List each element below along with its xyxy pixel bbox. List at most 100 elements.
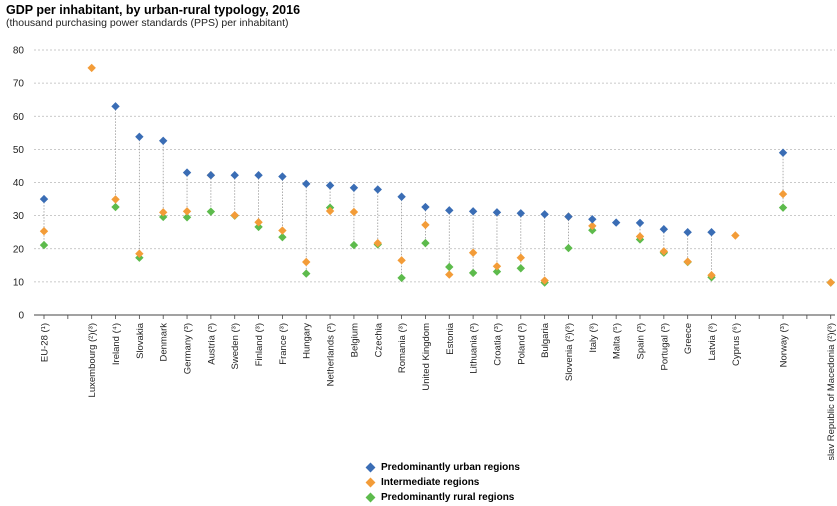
x-tick-label: France (³) [278,323,289,365]
y-tick-label: 0 [18,311,24,322]
urban-point [230,171,239,180]
rural-point [468,268,478,278]
legend-item-intermediate: Intermediate regions [365,475,520,490]
intermediate-point [182,207,192,216]
intermediate-point [683,257,692,266]
intermediate-point [588,221,597,231]
urban-point [254,171,263,180]
x-tick-label: Sweden (³) [230,323,241,369]
x-tick-label: Malta (⁵) [612,323,623,359]
urban-point [659,225,669,234]
x-tick-label: Norway (³) [779,323,790,367]
x-tick-label: Ireland (⁴) [111,323,122,365]
urban-point [540,210,549,219]
urban-point [135,132,144,141]
intermediate-point [516,253,525,262]
intermediate-point [159,208,168,217]
x-tick-label: Portugal (³) [659,323,670,371]
intermediate-point [39,226,49,236]
x-tick-label: Netherlands (³) [326,323,337,386]
x-tick-label: Former Yugoslav Republic of Macedonia (²… [826,323,837,460]
x-tick-label: Italy (³) [588,323,599,353]
rural-point [778,203,788,212]
intermediate-point [373,238,382,248]
urban-point [373,185,382,194]
urban-point [349,183,359,192]
rural-point [588,226,597,235]
intermediate-point [707,271,716,280]
intermediate-point [254,218,263,227]
x-tick-label: Lithuania (³) [469,323,480,374]
intermediate-point [635,232,645,241]
rural-point [492,267,502,276]
urban-point [206,171,216,180]
intermediate-marker-icon [365,477,376,488]
rural-point [397,273,406,283]
urban-point [302,179,311,189]
y-tick-label: 40 [13,178,25,189]
intermediate-point [731,231,740,240]
intermediate-point [278,226,287,235]
intermediate-point [421,220,430,230]
intermediate-point [349,207,359,217]
urban-point [611,218,621,227]
rural-point [445,262,454,272]
intermediate-point [111,195,120,204]
x-tick-label: Czechia [373,322,384,357]
legend-label-rural: Predominantly rural regions [381,492,515,503]
intermediate-point [135,249,144,258]
x-tick-label: Germany (³) [183,323,194,374]
urban-point [516,209,525,218]
intermediate-point [492,262,502,271]
x-tick-label: Austria (³) [206,323,217,365]
rural-point [206,207,216,216]
urban-point [278,172,287,181]
x-tick-label: Bulgaria [540,322,551,358]
urban-marker-icon [365,462,376,473]
x-tick-label: Estonia [445,322,456,354]
intermediate-point [778,189,788,199]
rural-marker-icon [365,492,376,503]
y-tick-label: 30 [13,211,25,222]
urban-point [159,136,168,145]
intermediate-point [659,247,669,256]
rural-point [111,202,120,212]
legend-label-intermediate: Intermediate regions [381,477,480,488]
x-tick-label: Belgium [349,323,360,357]
y-tick-label: 70 [13,79,25,90]
rural-point [39,240,49,250]
rural-point [254,222,263,232]
x-tick-label: Slovakia [135,322,146,359]
rural-point [516,264,525,273]
urban-point [492,208,502,217]
urban-point [468,207,478,216]
y-tick-label: 50 [13,145,25,156]
x-tick-label: Slovenia (²)(³) [564,323,575,381]
intermediate-point [445,270,454,279]
urban-point [397,192,406,201]
legend-label-urban: Predominantly urban regions [381,462,520,473]
chart-subtitle: (thousand purchasing power standards (PP… [6,17,289,29]
x-tick-label: Latvia (³) [707,323,718,360]
intermediate-point [325,206,335,216]
legend-item-urban: Predominantly urban regions [365,460,520,475]
rural-point [182,213,192,222]
intermediate-point [397,256,406,265]
y-tick-label: 80 [13,46,25,57]
intermediate-point [826,278,835,287]
urban-point [421,202,430,212]
rural-point [349,240,359,250]
x-tick-label: EU-28 (¹) [40,323,51,362]
dot-chart: 0 10 20 30 40 50 60 70 80 EU-28 (¹) Luxembourg (²)… [13,46,837,461]
x-tick-label: Finland (³) [254,323,265,366]
intermediate-point [468,248,478,257]
y-tick-label: 10 [13,277,25,288]
rural-point [278,232,287,242]
rural-point [564,243,573,253]
urban-point [182,168,192,177]
y-tick-label: 60 [13,112,25,123]
legend-item-rural: Predominantly rural regions [365,490,520,505]
legend: Predominantly urban regions Intermediate… [365,460,520,505]
x-tick-label: Croatia (³) [492,323,503,366]
intermediate-point [230,211,239,220]
